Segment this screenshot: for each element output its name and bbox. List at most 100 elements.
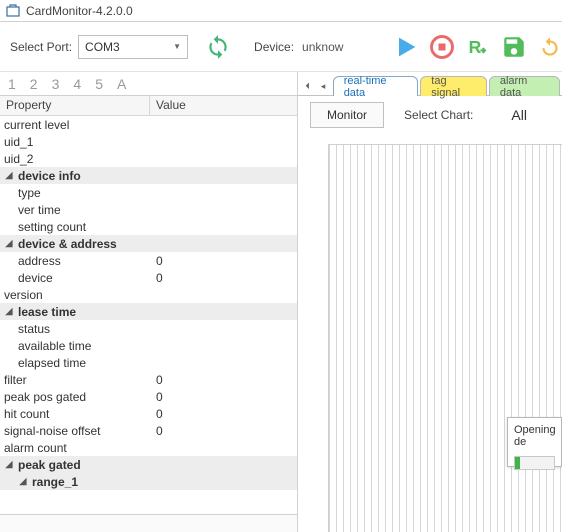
progress-fill — [515, 457, 520, 469]
port-select[interactable]: COM3 ▼ — [78, 35, 188, 59]
left-panel: 1 2 3 4 5 A Property Value current level… — [0, 72, 298, 532]
grid-row[interactable]: setting count — [0, 218, 297, 235]
column-value[interactable]: Value — [150, 96, 297, 115]
opening-dialog: Opening de — [507, 417, 562, 467]
right-controls: Monitor Select Chart: All — [298, 96, 562, 134]
grid-row[interactable]: available time — [0, 337, 297, 354]
column-property[interactable]: Property — [0, 96, 150, 115]
progress-bar — [514, 456, 555, 470]
number-tabs: 1 2 3 4 5 A — [0, 72, 297, 96]
tab-4[interactable]: 4 — [73, 76, 81, 92]
property-value[interactable]: 0 — [150, 390, 297, 404]
expander-icon[interactable]: ◢ — [18, 476, 28, 487]
property-grid-header: Property Value — [0, 96, 297, 116]
grid-row[interactable]: version — [0, 286, 297, 303]
stop-button[interactable] — [424, 29, 460, 65]
grid-row[interactable]: peak pos gated0 — [0, 388, 297, 405]
property-label: setting count — [18, 220, 86, 234]
expander-icon[interactable]: ◢ — [4, 459, 14, 470]
refresh-button[interactable] — [200, 29, 236, 65]
toolbar: Select Port: COM3 ▼ Device: unknow R — [0, 22, 562, 72]
chart-area[interactable] — [328, 144, 562, 532]
port-label: Select Port: — [10, 40, 72, 54]
tab-alarmdata[interactable]: alarm data — [489, 76, 560, 96]
tab-nav-prev[interactable]: ⏴ — [302, 77, 313, 95]
app-icon — [6, 4, 20, 18]
grid-row[interactable]: ◢ device info — [0, 167, 297, 184]
property-label: hit count — [4, 407, 49, 421]
stop-icon — [428, 33, 456, 61]
select-chart-label: Select Chart: — [404, 108, 473, 122]
property-label: filter — [4, 373, 27, 387]
grid-row[interactable]: ver time — [0, 201, 297, 218]
grid-row[interactable]: ◢peak gated — [0, 456, 297, 473]
expander-icon[interactable]: ◢ — [4, 238, 14, 249]
tab-tagsignal[interactable]: tag signal — [420, 76, 487, 96]
property-label: alarm count — [4, 441, 67, 455]
tab-a[interactable]: A — [117, 76, 126, 92]
port-value: COM3 — [85, 40, 173, 54]
refresh-icon — [205, 34, 231, 60]
expander-icon[interactable]: ◢ — [4, 170, 14, 181]
monitor-button[interactable]: Monitor — [310, 102, 384, 128]
grid-row[interactable]: ◢ range_1 — [0, 473, 297, 490]
property-label: lease time — [18, 305, 76, 319]
property-label: current level — [4, 118, 69, 132]
grid-row[interactable]: type — [0, 184, 297, 201]
reload-button[interactable] — [532, 29, 562, 65]
property-label: uid_1 — [4, 135, 33, 149]
grid-row[interactable]: uid_1 — [0, 133, 297, 150]
grid-row[interactable]: uid_2 — [0, 150, 297, 167]
property-value[interactable]: 0 — [150, 407, 297, 421]
property-label: elapsed time — [18, 356, 86, 370]
property-label: ver time — [18, 203, 61, 217]
rx-button[interactable]: R — [460, 29, 496, 65]
rx-icon: R — [464, 33, 492, 61]
property-label: status — [18, 322, 50, 336]
play-button[interactable] — [388, 29, 424, 65]
select-chart-value[interactable]: All — [511, 107, 527, 123]
grid-row[interactable]: alarm count — [0, 439, 297, 456]
main-content: 1 2 3 4 5 A Property Value current level… — [0, 72, 562, 532]
tab-5[interactable]: 5 — [95, 76, 103, 92]
property-label: device info — [18, 169, 81, 183]
grid-row[interactable]: device 0 — [0, 269, 297, 286]
svg-text:R: R — [469, 36, 482, 56]
tab-realtime[interactable]: real-time data — [333, 76, 419, 96]
expander-icon[interactable]: ◢ — [4, 306, 14, 317]
property-label: version — [4, 288, 43, 302]
play-icon — [392, 33, 420, 61]
property-label: available time — [18, 339, 91, 353]
grid-row[interactable]: elapsed time — [0, 354, 297, 371]
save-button[interactable] — [496, 29, 532, 65]
property-value[interactable]: 0 — [150, 271, 297, 285]
property-grid[interactable]: current level uid_1uid_2 ◢ device info type v… — [0, 116, 297, 514]
property-value[interactable]: 0 — [150, 254, 297, 268]
grid-row[interactable]: ◢ device & address — [0, 235, 297, 252]
save-icon — [501, 34, 527, 60]
grid-row[interactable]: signal-noise offset 0 — [0, 422, 297, 439]
titlebar: CardMonitor-4.2.0.0 — [0, 0, 562, 22]
property-value[interactable]: 0 — [150, 373, 297, 387]
tab-strip: ⏴ ◂ real-time data tag signal alarm data — [298, 72, 562, 96]
grid-row[interactable]: status — [0, 320, 297, 337]
property-value[interactable]: 0 — [150, 424, 297, 438]
property-label: range_1 — [32, 475, 78, 489]
grid-row[interactable]: current level — [0, 116, 297, 133]
tab-3[interactable]: 3 — [52, 76, 60, 92]
tab-nav-first[interactable]: ◂ — [317, 77, 328, 95]
grid-row[interactable]: ◢ lease time — [0, 303, 297, 320]
grid-row[interactable]: hit count 0 — [0, 405, 297, 422]
chevron-down-icon: ▼ — [173, 42, 181, 51]
grid-row[interactable]: filter 0 — [0, 371, 297, 388]
property-label: device & address — [18, 237, 117, 251]
property-label: signal-noise offset — [4, 424, 101, 438]
tab-2[interactable]: 2 — [30, 76, 38, 92]
right-panel: ⏴ ◂ real-time data tag signal alarm data… — [298, 72, 562, 532]
tab-1[interactable]: 1 — [8, 76, 16, 92]
property-label: address — [18, 254, 61, 268]
property-label: device — [18, 271, 53, 285]
grid-row[interactable]: address 0 — [0, 252, 297, 269]
property-label: type — [18, 186, 41, 200]
reload-icon — [537, 34, 562, 60]
